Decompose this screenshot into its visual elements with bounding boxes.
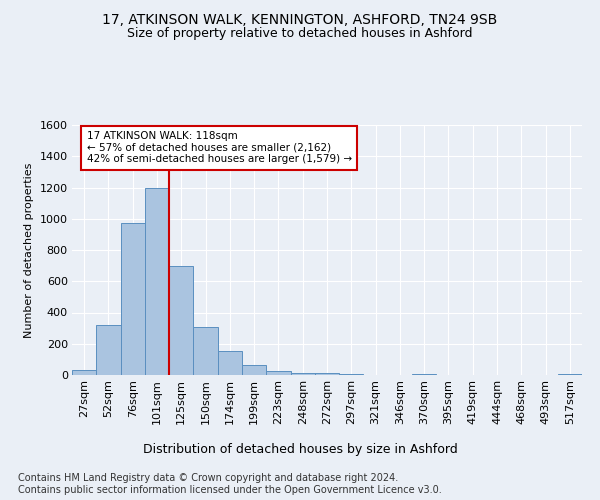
- Bar: [121, 224, 145, 375]
- Text: Distribution of detached houses by size in Ashford: Distribution of detached houses by size …: [143, 442, 457, 456]
- Bar: [72, 370, 96, 375]
- Text: Size of property relative to detached houses in Ashford: Size of property relative to detached ho…: [127, 28, 473, 40]
- Bar: [339, 374, 364, 375]
- Bar: [558, 374, 582, 375]
- Text: Contains HM Land Registry data © Crown copyright and database right 2024.
Contai: Contains HM Land Registry data © Crown c…: [18, 474, 442, 495]
- Bar: [218, 351, 242, 375]
- Bar: [242, 365, 266, 375]
- Bar: [193, 326, 218, 375]
- Bar: [96, 325, 121, 375]
- Bar: [169, 266, 193, 375]
- Bar: [315, 374, 339, 375]
- Text: 17, ATKINSON WALK, KENNINGTON, ASHFORD, TN24 9SB: 17, ATKINSON WALK, KENNINGTON, ASHFORD, …: [103, 12, 497, 26]
- Bar: [412, 374, 436, 375]
- Bar: [290, 373, 315, 375]
- Y-axis label: Number of detached properties: Number of detached properties: [24, 162, 34, 338]
- Text: 17 ATKINSON WALK: 118sqm
← 57% of detached houses are smaller (2,162)
42% of sem: 17 ATKINSON WALK: 118sqm ← 57% of detach…: [86, 131, 352, 164]
- Bar: [266, 371, 290, 375]
- Bar: [145, 188, 169, 375]
